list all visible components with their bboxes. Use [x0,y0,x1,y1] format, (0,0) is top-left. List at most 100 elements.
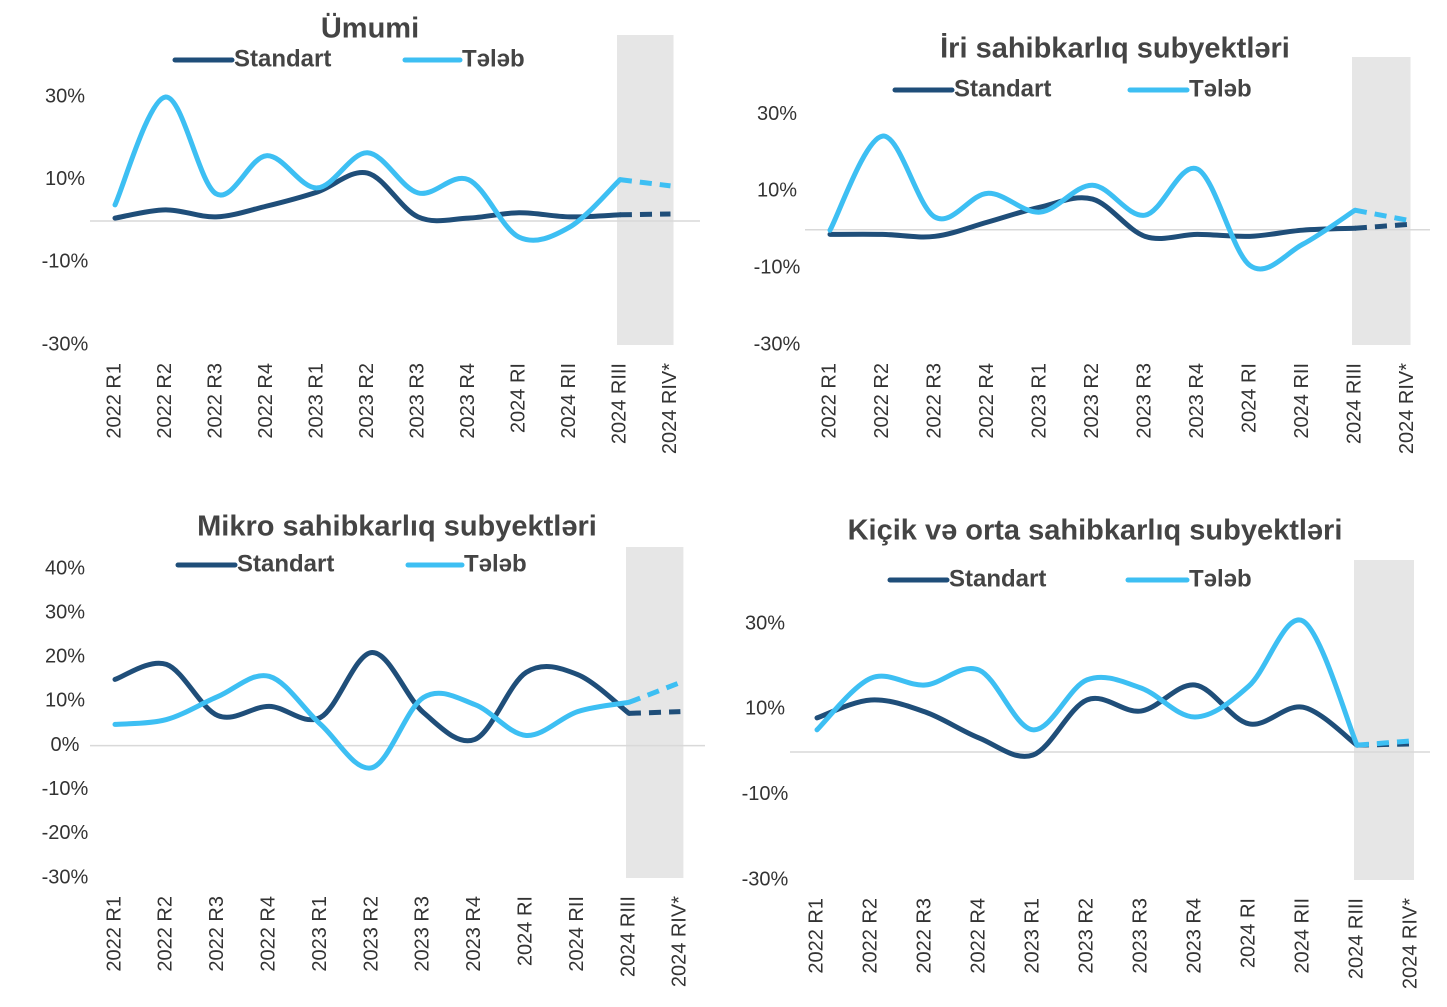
forecast-line [1354,221,1408,231]
x-tick-label: 2023 R3 [1133,363,1155,439]
legend-label: Tələb [462,45,525,72]
x-tick-label: 2023 R1 [1028,363,1050,439]
chart: İri sahibkarlıq subyektləri -30% -10% 10% 30… [754,33,1430,454]
x-tick-label: 2022 R1 [818,363,840,439]
y-tick-label: -30% [754,333,801,355]
x-tick-label: 2024 RIII [617,896,639,977]
x-tick-label: 2022 R2 [871,363,893,439]
x-tick-label: 2023 R3 [412,896,434,972]
x-tick-label: 2023 R3 [1129,898,1151,974]
legend-label: Tələb [1189,75,1252,102]
forecast-line [1354,207,1408,223]
chart-title: Ümumi [321,12,419,45]
x-tick-label: 2024 RII [566,896,588,972]
series-line [827,133,1358,272]
legend-label: Tələb [1189,565,1252,592]
chart: Mikro sahibkarlıq subyektləri -30% -20% -10… [42,511,705,987]
y-tick-label: 0% [51,734,80,756]
x-tick-label: 2023 R4 [457,363,479,439]
x-tick-label: 2023 R1 [309,896,331,972]
chart-title: Kiçik və orta sahibkarlıq subyektləri [848,515,1343,547]
y-tick-label: 10% [45,168,85,190]
x-tick-label: 2024 RII [1291,363,1313,439]
x-tick-label: 2024 RIII [1343,363,1365,444]
forecast-line [619,211,671,218]
y-tick-label: -30% [42,333,89,355]
x-tick-label: 2022 R3 [913,898,935,974]
legend-label: Standart [234,45,331,72]
x-tick-label: 2022 R1 [805,898,827,974]
y-tick-label: 30% [757,103,797,125]
forecast-band [617,35,674,345]
x-tick-label: 2024 RIV* [1396,363,1418,454]
x-tick-label: 2023 R4 [1186,363,1208,439]
x-tick-label: 2024 RI [507,363,529,433]
x-tick-label: 2022 R4 [976,363,998,439]
x-tick-label: 2022 R4 [255,363,277,439]
x-tick-label: 2023 R3 [406,363,428,439]
forecast-line [628,709,681,716]
chart: Kiçik və orta sahibkarlıq subyektləri -30… [742,515,1430,989]
x-tick-label: 2022 R3 [206,896,228,972]
y-tick-label: -30% [42,866,89,888]
y-tick-label: 10% [45,690,85,712]
y-tick-label: -10% [754,256,801,278]
x-tick-label: 2022 R2 [859,898,881,974]
legend-label: Standart [949,565,1046,592]
x-tick-label: 2023 R2 [360,896,382,972]
chart-title: İri sahibkarlıq subyektləri [940,33,1290,65]
x-tick-label: 2024 RII [1291,898,1313,974]
x-tick-label: 2023 R2 [356,363,378,439]
y-tick-label: 30% [45,601,85,623]
y-tick-label: -20% [42,822,89,844]
legend-label: Standart [237,550,334,577]
x-tick-label: 2022 R4 [257,896,279,972]
x-tick-label: 2023 R2 [1081,363,1103,439]
series-line [814,617,1360,748]
series-line [814,682,1360,759]
y-tick-label: 10% [745,698,785,720]
y-tick-label: 30% [45,85,85,107]
y-tick-label: -10% [42,251,89,273]
x-tick-label: 2023 R1 [1021,898,1043,974]
x-tick-label: 2024 RIV* [659,363,681,454]
x-tick-label: 2022 R3 [204,363,226,439]
y-tick-label: -30% [742,868,789,890]
legend-label: Tələb [464,550,527,577]
x-tick-label: 2024 RIV* [1399,898,1421,989]
chart: Ümumi -30% -10% 10% 30% 2022 R1 2022 R2 2022 R3… [42,12,700,454]
y-tick-label: -10% [42,778,89,800]
forecast-line [619,177,671,189]
x-tick-label: 2023 R4 [1183,898,1205,974]
x-tick-label: 2022 R1 [103,363,125,439]
series-line [112,94,623,243]
x-tick-label: 2022 R1 [103,896,125,972]
x-tick-label: 2022 R3 [923,363,945,439]
x-tick-label: 2024 RIII [608,363,630,444]
forecast-band [1354,560,1414,880]
x-tick-label: 2024 RIV* [669,896,691,987]
x-tick-label: 2023 R2 [1075,898,1097,974]
x-tick-label: 2022 R4 [967,898,989,974]
x-tick-label: 2022 R2 [154,363,176,439]
forecast-line [1356,738,1412,748]
y-tick-label: -10% [742,783,789,805]
legend-label: Standart [954,75,1051,102]
x-tick-label: 2024 RI [1237,898,1259,968]
x-tick-label: 2024 RI [514,896,536,966]
chart-title: Mikro sahibkarlıq subyektləri [197,511,597,543]
x-tick-label: 2023 R4 [463,896,485,972]
x-tick-label: 2024 RI [1238,363,1260,433]
y-tick-label: 40% [45,557,85,579]
series-line [112,673,632,771]
y-tick-label: 10% [757,180,797,202]
series-line [112,169,623,224]
x-tick-label: 2024 RII [558,363,580,439]
y-tick-label: 20% [45,646,85,668]
y-tick-label: 30% [745,612,785,634]
x-tick-label: 2023 R1 [305,363,327,439]
series-line [112,649,632,744]
x-tick-label: 2024 RIII [1345,898,1367,979]
forecast-band [1352,57,1411,345]
